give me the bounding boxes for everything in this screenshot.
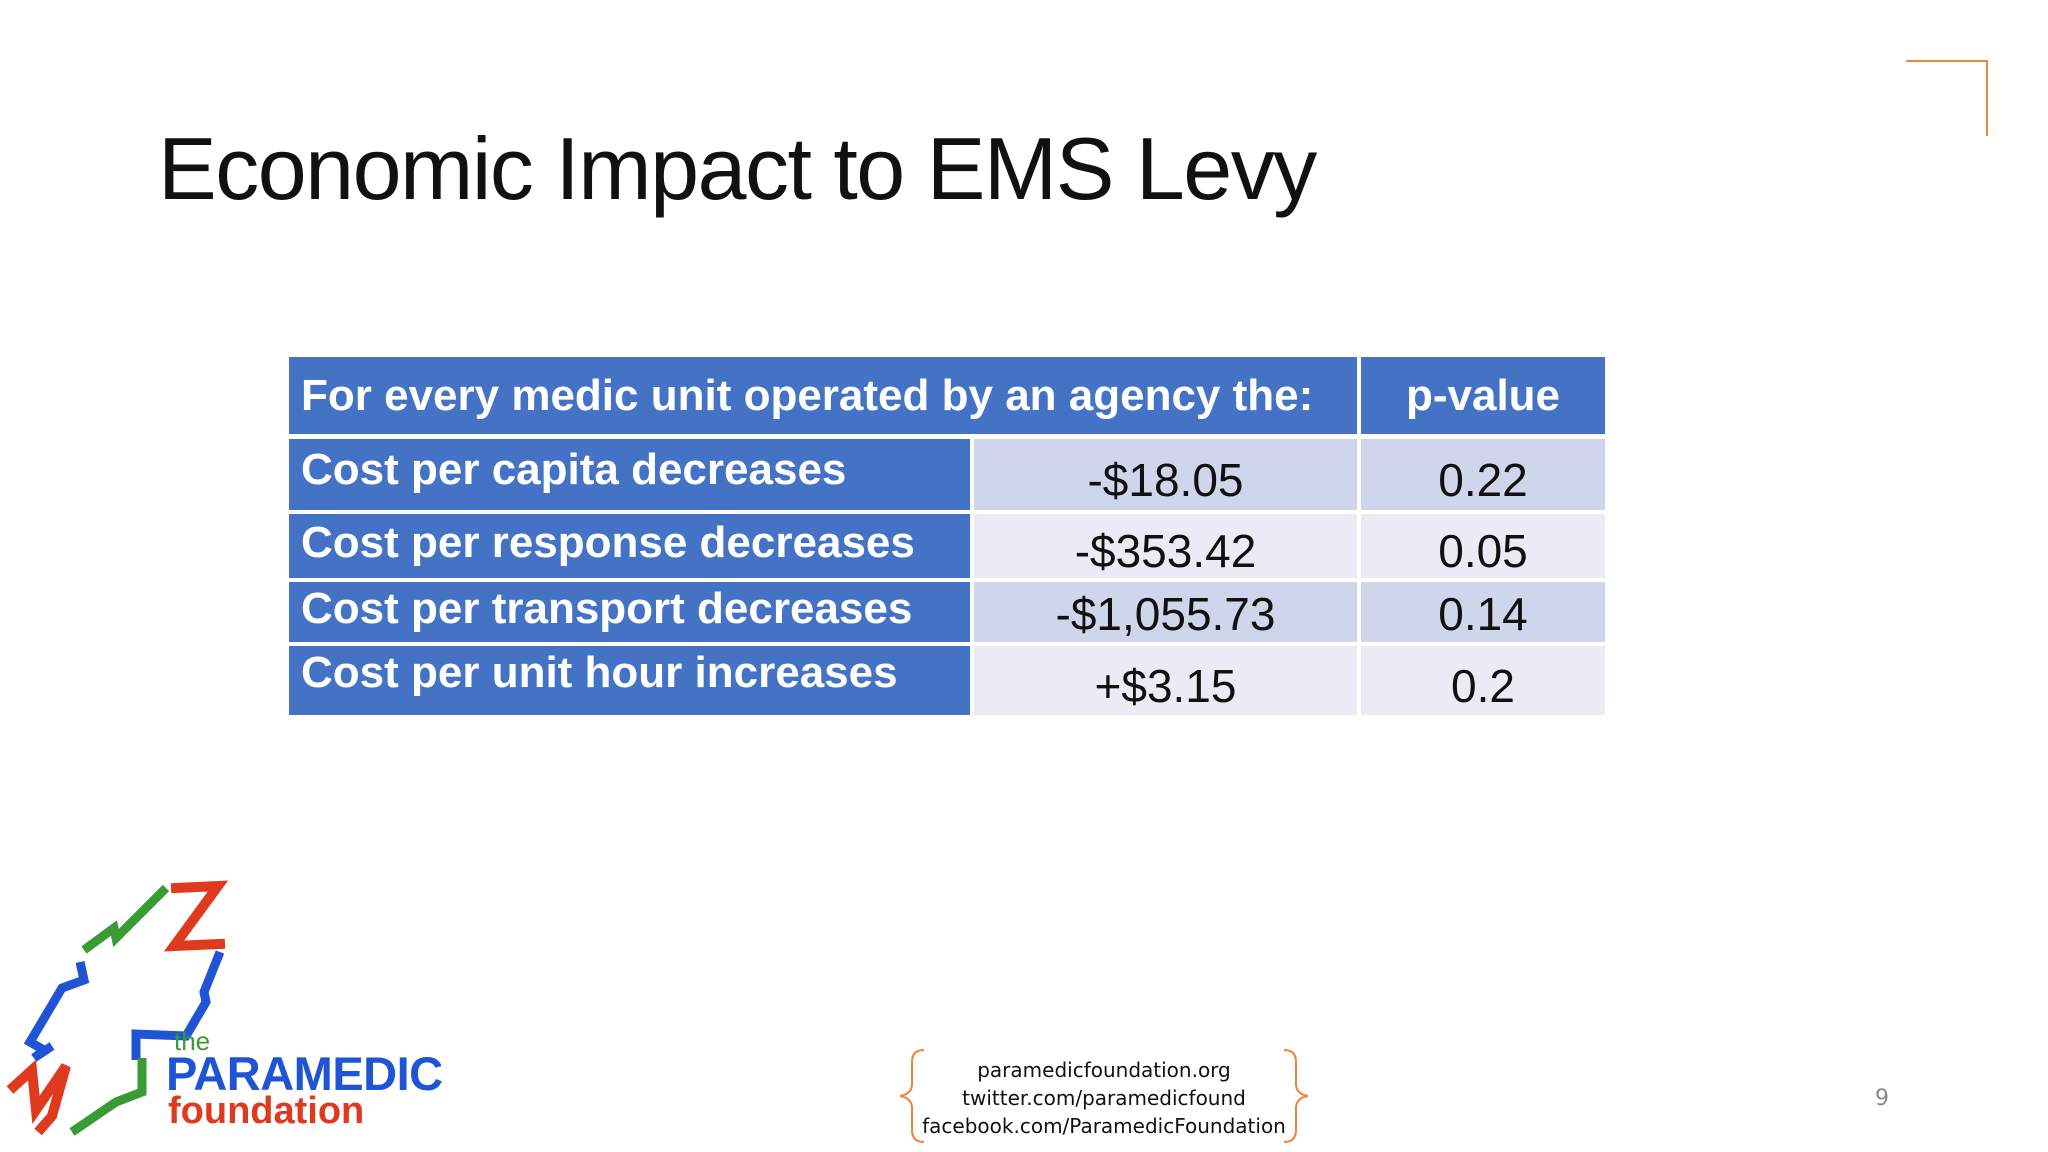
table-header-pvalue-text: p-value (1405, 370, 1561, 420)
facebook-link[interactable]: facebook.com/ParamedicFoundation (922, 1114, 1286, 1138)
twitter-link[interactable]: twitter.com/paramedicfound (962, 1086, 1246, 1110)
logo-name-text: PARAMEDIC (166, 1047, 443, 1100)
corner-accent (1906, 60, 1988, 136)
page-number: 9 (1875, 1086, 1889, 1111)
website-link[interactable]: paramedicfoundation.org (977, 1058, 1231, 1082)
contact-lines: paramedicfoundation.org twitter.com/para… (894, 1056, 1314, 1140)
row-label-text: Cost per capita decreases (301, 445, 847, 494)
row-value-text: -$353.42 (1074, 525, 1257, 577)
table-header-pvalue: p-value (1361, 357, 1605, 434)
table-row-pvalue: 0.2 (1361, 646, 1605, 715)
row-value-text: -$1,055.73 (1055, 588, 1276, 640)
table-row-value: -$353.42 (974, 514, 1357, 578)
row-value-text: +$3.15 (1094, 659, 1237, 712)
table-row-label: Cost per unit hour increases (289, 646, 970, 715)
logo-mark-icon (6, 880, 229, 1136)
table-header-label: For every medic unit operated by an agen… (289, 357, 1357, 434)
logo-the-text: the (174, 1026, 211, 1056)
row-label-text: Cost per response decreases (301, 518, 915, 567)
row-pvalue-text: 0.05 (1438, 525, 1528, 577)
row-pvalue-text: 0.2 (1451, 659, 1515, 712)
table-row-label: Cost per response decreases (289, 514, 970, 578)
table-row-pvalue: 0.14 (1361, 582, 1605, 642)
table-row-label: Cost per capita decreases (289, 439, 970, 510)
table-row-value: +$3.15 (974, 646, 1357, 715)
impact-table: For every medic unit operated by an agen… (289, 357, 1605, 715)
table-row-pvalue: 0.05 (1361, 514, 1605, 578)
contact-block: paramedicfoundation.org twitter.com/para… (894, 1048, 1314, 1144)
row-label-text: Cost per unit hour increases (301, 648, 898, 697)
table-row-pvalue: 0.22 (1361, 439, 1605, 510)
slide-title: Economic Impact to EMS Levy (158, 119, 1317, 218)
row-pvalue-text: 0.22 (1438, 453, 1528, 506)
paramedic-foundation-logo: the PARAMEDIC foundation (6, 880, 466, 1150)
table-header-label-text: For every medic unit operated by an agen… (301, 370, 1314, 420)
brace-icon (899, 1049, 1309, 1143)
row-pvalue-text: 0.14 (1438, 588, 1528, 640)
table-row-value: -$1,055.73 (974, 582, 1357, 642)
row-label-text: Cost per transport decreases (301, 584, 913, 633)
logo-sub-text: foundation (168, 1090, 365, 1132)
table-row-value: -$18.05 (974, 439, 1357, 510)
row-value-text: -$18.05 (1087, 453, 1244, 506)
table-row-label: Cost per transport decreases (289, 582, 970, 642)
